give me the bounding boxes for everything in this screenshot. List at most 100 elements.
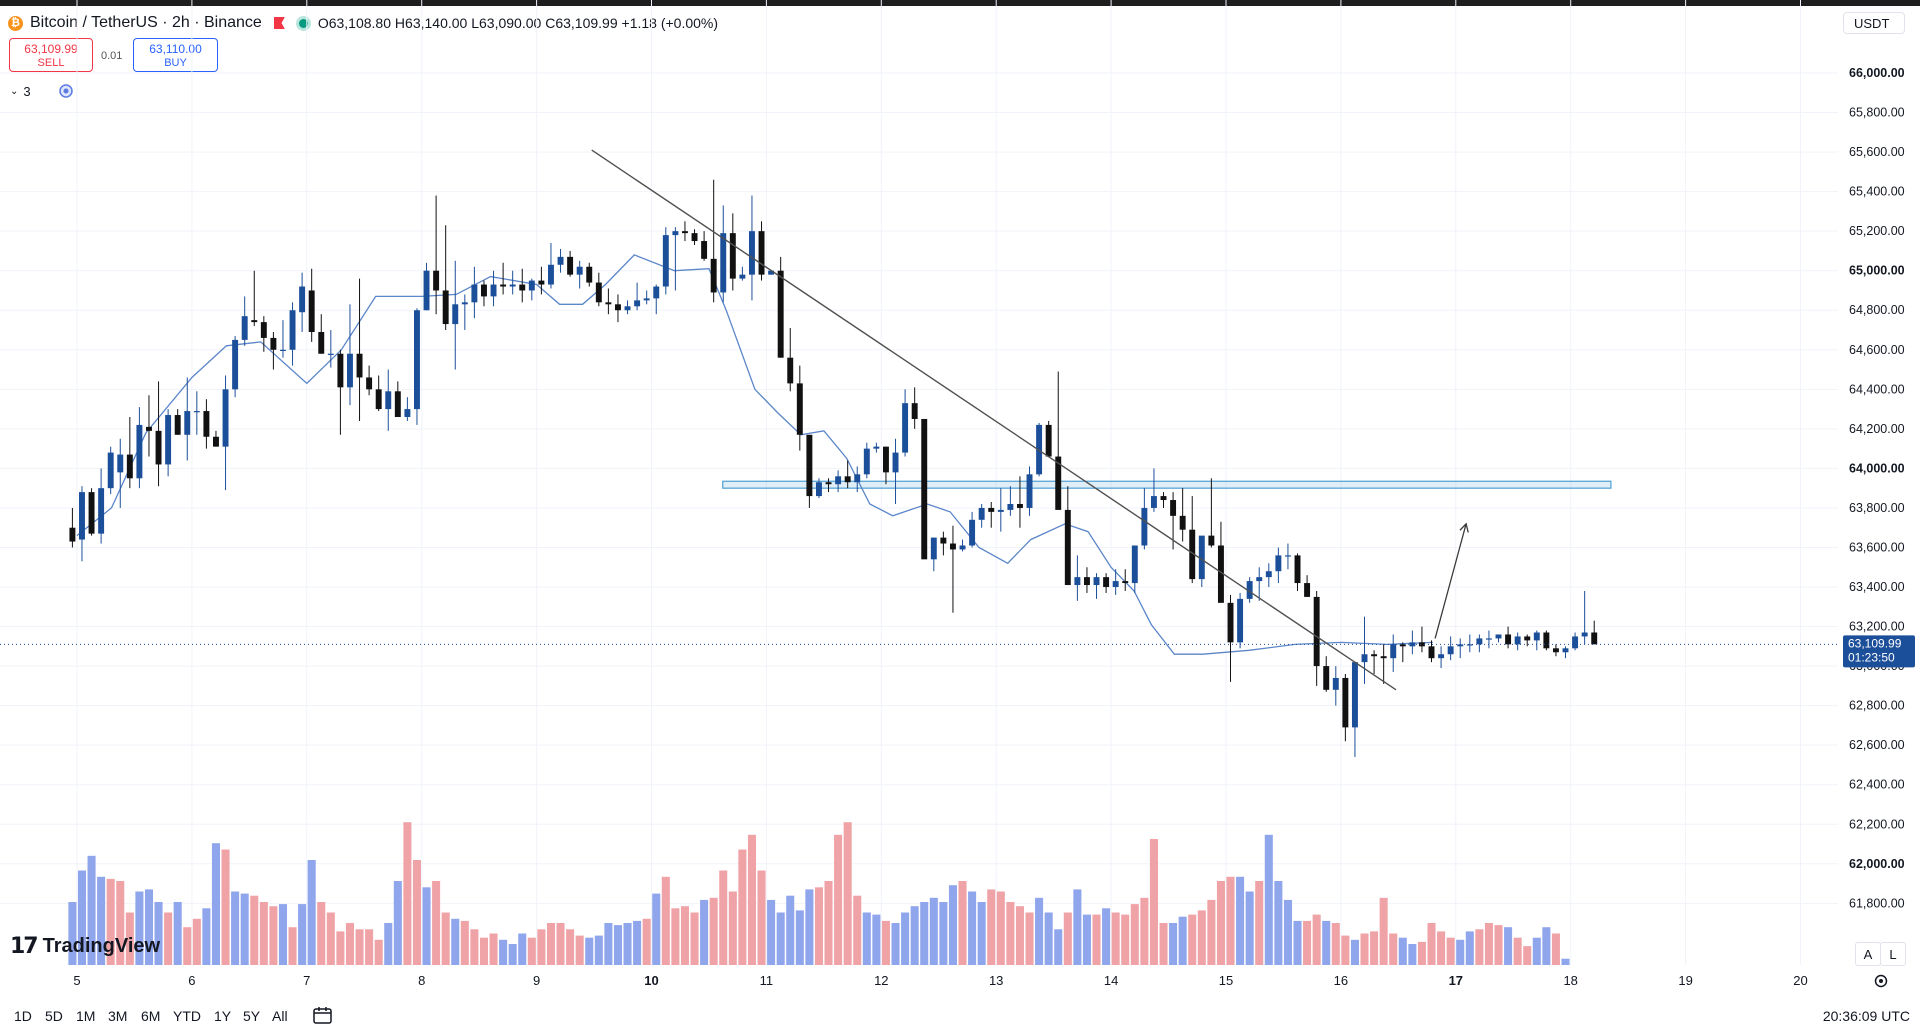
candle	[921, 418, 928, 560]
high-value: 63,140.00	[405, 15, 468, 31]
symbol-title[interactable]: Bitcoin / TetherUS · 2h · Binance	[30, 14, 262, 31]
candle-body	[299, 286, 306, 313]
candle	[241, 296, 248, 346]
candle-body	[1217, 545, 1224, 603]
candle	[1390, 634, 1397, 673]
volume-bar	[326, 912, 335, 965]
candle	[1064, 486, 1071, 586]
candle	[1466, 634, 1473, 653]
volume-bar	[144, 889, 153, 965]
volume-bar	[125, 912, 134, 965]
y-tick-label: 64,200.00	[1849, 422, 1905, 436]
candle	[1074, 555, 1081, 601]
indicators-collapse-button[interactable]: ⌄ 3	[10, 81, 31, 101]
candle-body	[146, 426, 152, 431]
candle	[547, 243, 554, 289]
candle	[193, 391, 200, 435]
candle-body	[270, 337, 277, 350]
timeframe-button-all[interactable]: All	[272, 1008, 288, 1024]
volume-bar	[556, 923, 565, 965]
volume-bar	[393, 881, 402, 965]
projection-arrow[interactable]	[1434, 523, 1467, 639]
candle	[1045, 420, 1052, 457]
candle-body	[232, 339, 239, 390]
market-open-status-icon	[298, 18, 308, 28]
sell-button[interactable]: 63,109.99 SELL	[9, 38, 93, 72]
candle	[79, 486, 85, 562]
volume-bar	[757, 870, 766, 965]
volume-bar	[87, 855, 96, 965]
volume-bar	[642, 918, 651, 965]
volume-bar	[1255, 881, 1264, 965]
volume-bar	[977, 902, 986, 965]
candle-body	[825, 482, 832, 485]
volume-bar	[948, 885, 957, 965]
timeframe-button-6m[interactable]: 6M	[141, 1008, 161, 1024]
log-scale-button[interactable]: L	[1880, 942, 1906, 966]
volume-bar	[470, 929, 479, 965]
candle	[1131, 545, 1138, 593]
volume-bar	[1130, 904, 1139, 965]
candle-body	[835, 476, 842, 485]
volume-bar	[958, 881, 967, 965]
currency-select[interactable]: USDT	[1843, 12, 1905, 34]
candle	[480, 280, 487, 307]
candle	[1007, 486, 1014, 516]
candle	[662, 227, 669, 295]
timeframe-button-1y[interactable]: 1Y	[214, 1008, 232, 1024]
candle	[1543, 630, 1550, 651]
volume-bar	[365, 929, 374, 965]
chevron-down-icon: ⌄	[10, 85, 19, 97]
volume-bar	[68, 902, 77, 965]
price-chart[interactable]: 66,000.00 65,800.00 65,600.00 65,400.00 65,2…	[0, 0, 1920, 1000]
candle	[394, 381, 401, 417]
candle	[1256, 567, 1263, 601]
volume-bar	[221, 849, 230, 965]
timeframe-button-ytd[interactable]: YTD	[173, 1008, 201, 1024]
volume-bar	[1532, 937, 1541, 965]
candle	[222, 375, 229, 491]
timeframe-button-1m[interactable]: 1M	[76, 1008, 96, 1024]
candle-body	[854, 474, 861, 483]
volume-bar	[700, 899, 709, 965]
volume-bar	[1322, 920, 1331, 965]
x-tick-label: 19	[1678, 973, 1692, 988]
candle	[1313, 590, 1320, 686]
volume-bar	[1446, 937, 1455, 965]
candle-body	[1026, 474, 1033, 508]
resistance-zone[interactable]	[722, 480, 1612, 489]
candle-body	[289, 310, 296, 350]
volume-bar	[1274, 881, 1283, 965]
timeframe-button-3m[interactable]: 3M	[108, 1008, 128, 1024]
trendline[interactable]	[591, 149, 1397, 691]
y-tick-label: 64,000.00	[1849, 461, 1905, 475]
candle-body	[1428, 646, 1435, 659]
candle	[1122, 569, 1129, 591]
flag-icon[interactable]	[273, 17, 285, 29]
timeframe-button-1d[interactable]: 1D	[14, 1008, 32, 1024]
candle	[433, 195, 440, 315]
auto-scale-button[interactable]: A	[1855, 942, 1881, 966]
date-range-calendar-icon[interactable]	[312, 1005, 334, 1030]
tradingview-logo-icon: 17	[10, 934, 39, 959]
change-value: +1.18 (+0.00%)	[621, 15, 719, 31]
candle-body	[806, 434, 813, 497]
candle	[681, 221, 688, 242]
refresh-button[interactable]	[58, 81, 74, 101]
buy-button[interactable]: 63,110.00 BUY	[133, 38, 218, 72]
candle	[710, 179, 717, 303]
timeframe-button-5d[interactable]: 5D	[45, 1008, 63, 1024]
timeframe-button-5y[interactable]: 5Y	[243, 1008, 261, 1024]
utc-clock[interactable]: 20:36:09 UTC	[1822, 1008, 1910, 1024]
x-tick-label: 17	[1449, 973, 1463, 988]
x-tick-label: 6	[188, 973, 195, 988]
candle-body	[576, 266, 583, 275]
settings-gear-icon[interactable]	[1873, 973, 1889, 994]
candle	[413, 308, 420, 425]
volume-bar	[1551, 933, 1560, 965]
x-tick-label: 9	[533, 973, 540, 988]
candle-body	[1485, 638, 1492, 640]
candle-body	[815, 482, 822, 497]
x-tick-label: 13	[989, 973, 1003, 988]
candle-body	[69, 527, 76, 542]
